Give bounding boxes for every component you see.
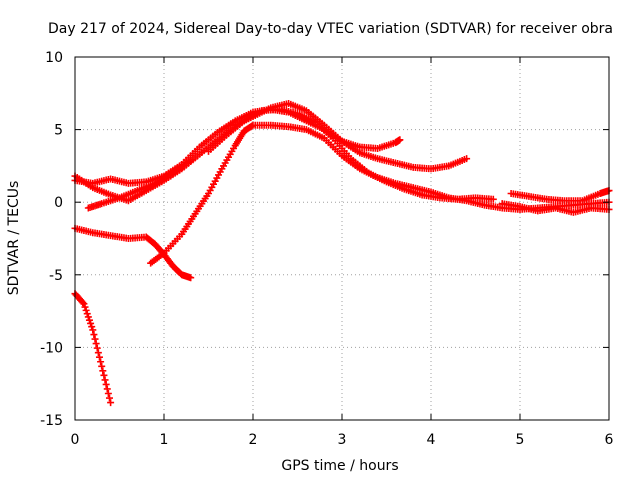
data-point (396, 136, 404, 144)
data-point (100, 371, 108, 379)
x-tick-label: 4 (427, 432, 436, 448)
ticks: 0 1 2 3 4 5 6 -15 -10 -5 0 5 10 (40, 50, 613, 448)
data-point (105, 394, 113, 402)
y-tick-label: 5 (54, 123, 63, 139)
data-point (84, 313, 92, 321)
data-point (102, 380, 110, 388)
series-track-8 (507, 187, 613, 205)
chart-title: Day 217 of 2024, Sidereal Day-to-day VTE… (48, 21, 613, 37)
x-tick-label: 6 (605, 432, 614, 448)
series-track-2 (71, 224, 195, 282)
y-tick-label: -5 (49, 268, 63, 284)
data-point (97, 358, 105, 366)
data-point (82, 306, 90, 314)
data-point (489, 195, 497, 203)
x-tick-label: 2 (249, 432, 258, 448)
series-track-1 (71, 290, 115, 407)
data-point (94, 349, 102, 357)
y-tick-label: 0 (54, 195, 63, 211)
x-tick-label: 3 (338, 432, 347, 448)
data-point (91, 335, 99, 343)
y-tick-label: 10 (45, 50, 63, 66)
series-track-5 (84, 156, 195, 212)
data-point (87, 319, 95, 327)
data-point (81, 303, 89, 311)
data-point (93, 344, 101, 352)
data-point (104, 390, 112, 398)
data-point (88, 323, 96, 331)
data-point (79, 299, 87, 307)
y-axis-label: SDTVAR / TECUs (6, 181, 22, 296)
grid (75, 57, 609, 420)
y-tick-label: -10 (40, 340, 63, 356)
data-point (83, 310, 91, 318)
data-point (95, 353, 103, 361)
data-point (187, 156, 195, 164)
x-tick-label: 0 (71, 432, 80, 448)
x-tick-label: 1 (160, 432, 169, 448)
data-point (90, 331, 98, 339)
data-point (107, 399, 115, 407)
x-axis-label: GPS time / hours (281, 458, 398, 474)
data-point (99, 367, 107, 375)
data-point (92, 340, 100, 348)
data-point (89, 326, 97, 334)
data-point (103, 385, 111, 393)
series-track-7 (205, 105, 497, 203)
data-point (98, 362, 106, 370)
y-tick-label: -15 (40, 413, 63, 429)
data-point (85, 316, 93, 324)
data-point (101, 376, 109, 384)
data-point (187, 274, 195, 282)
x-tick-label: 5 (516, 432, 525, 448)
series-track-9 (498, 200, 613, 216)
data-layer (71, 99, 613, 407)
data-point (463, 155, 471, 163)
data-point (80, 300, 88, 308)
